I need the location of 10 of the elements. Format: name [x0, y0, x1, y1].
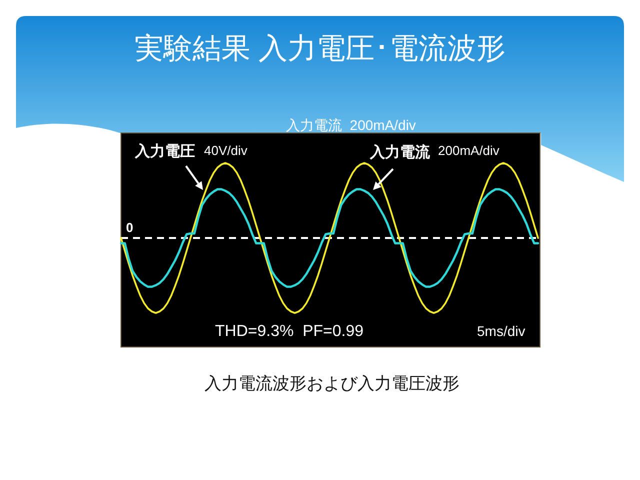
text: 5ms/div [477, 323, 526, 339]
text: 40V/div [204, 143, 248, 158]
text: THD=9.3% PF=0.99 [215, 323, 364, 340]
text: 入力電流波形および入力電圧波形 [204, 374, 460, 393]
ref-line-label: 0 [126, 220, 134, 236]
chart-title: 実験結果 入力電圧･電流波形 [134, 33, 506, 65]
series-label: 入力電流 [369, 143, 431, 161]
text: 入力電流 200mA/div [286, 117, 416, 133]
series-label: 入力電圧 [134, 143, 195, 160]
text: 200mA/div [438, 143, 500, 158]
